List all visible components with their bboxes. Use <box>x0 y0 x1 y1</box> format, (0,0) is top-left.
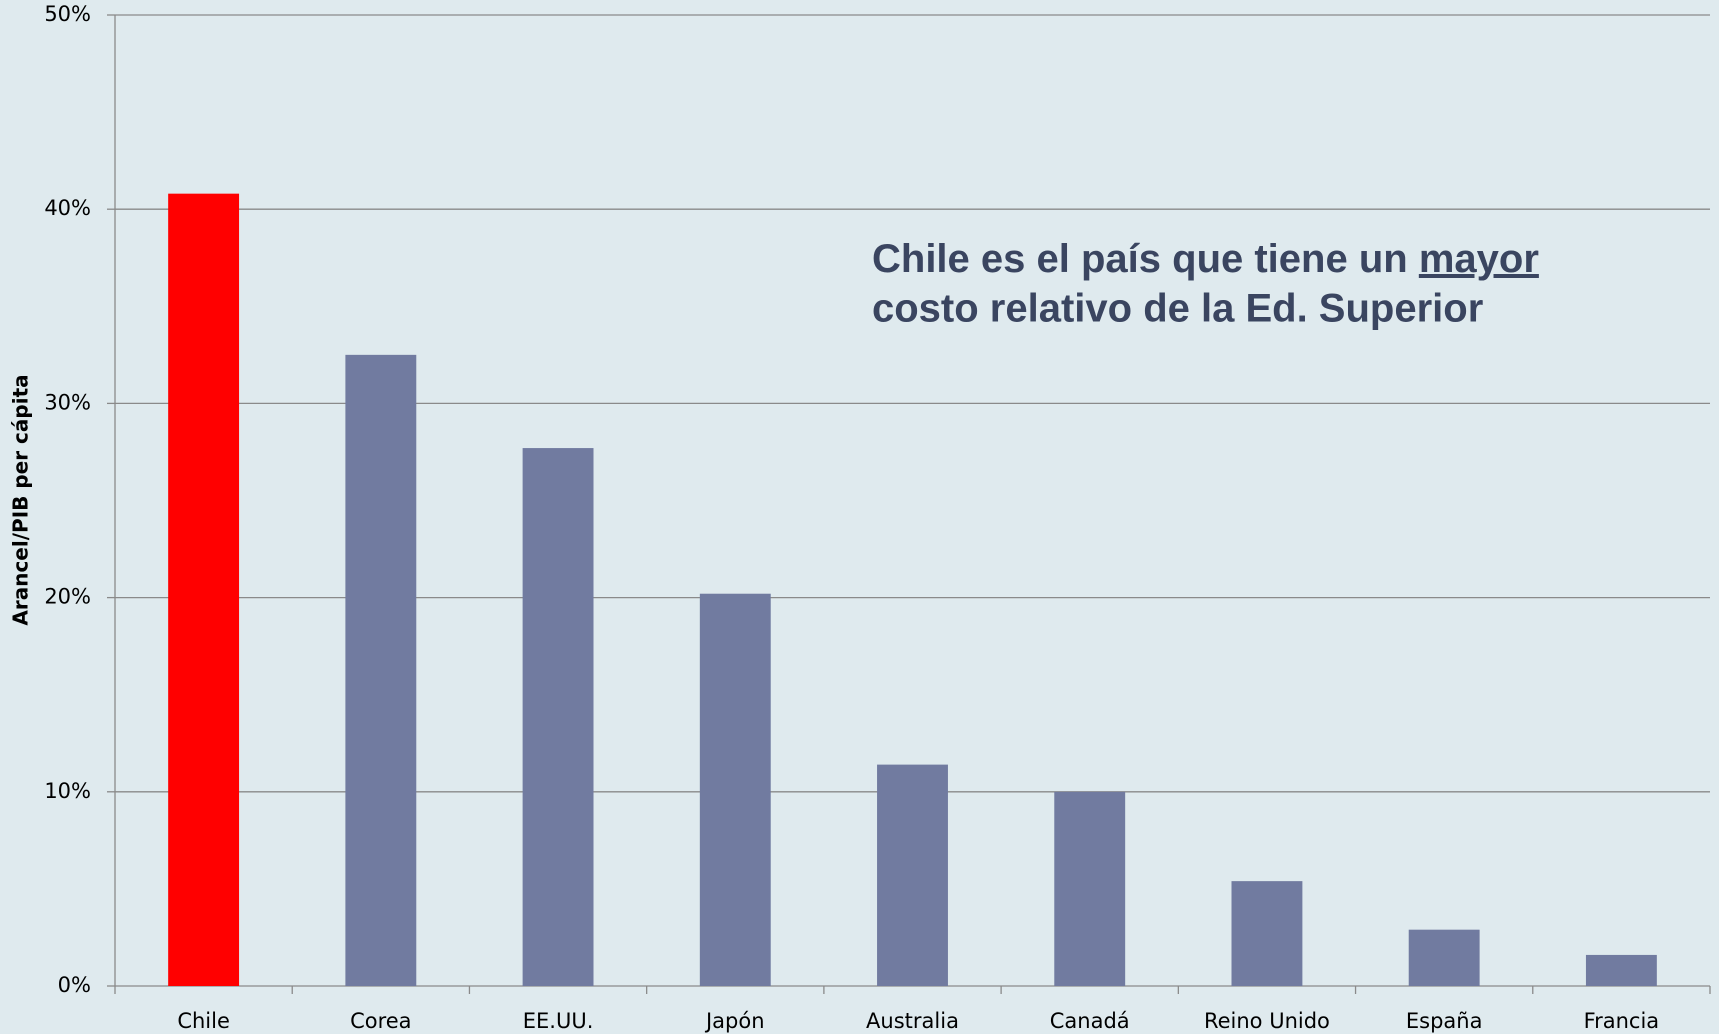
y-axis-label: Arancel/PIB per cápita <box>9 374 33 625</box>
annotation-text: Chile es el país que tiene un <box>872 237 1408 281</box>
bar <box>1408 929 1480 986</box>
y-tick-label: 10% <box>44 779 91 803</box>
annotation-text: costo relativo de la Ed. Superior <box>872 287 1483 331</box>
bar <box>877 764 948 986</box>
annotation: Chile es el país que tiene un mayor <box>872 237 1539 281</box>
y-tick-label: 0% <box>58 973 91 997</box>
bar <box>345 354 417 987</box>
x-tick-label: Japón <box>704 1009 765 1033</box>
x-tick-label: Corea <box>350 1009 411 1033</box>
x-tick-label: Francia <box>1584 1009 1660 1033</box>
x-tick-label: EE.UU. <box>523 1009 594 1033</box>
annotation-emphasis: mayor <box>1419 237 1539 281</box>
x-tick-label: Reino Unido <box>1204 1009 1330 1033</box>
x-tick-label: España <box>1406 1009 1483 1033</box>
y-tick-label: 20% <box>44 585 91 609</box>
bar <box>522 448 594 986</box>
x-tick-label: Canadá <box>1050 1009 1130 1033</box>
x-tick-label: Chile <box>177 1009 230 1033</box>
bar <box>168 193 240 986</box>
y-tick-label: 30% <box>44 390 91 414</box>
bar <box>699 593 771 986</box>
bar <box>1054 791 1126 986</box>
y-tick-label: 50% <box>44 2 91 26</box>
bar <box>1585 954 1657 986</box>
y-tick-label: 40% <box>44 196 91 220</box>
x-tick-label: Australia <box>866 1009 959 1033</box>
bar <box>1231 881 1303 986</box>
